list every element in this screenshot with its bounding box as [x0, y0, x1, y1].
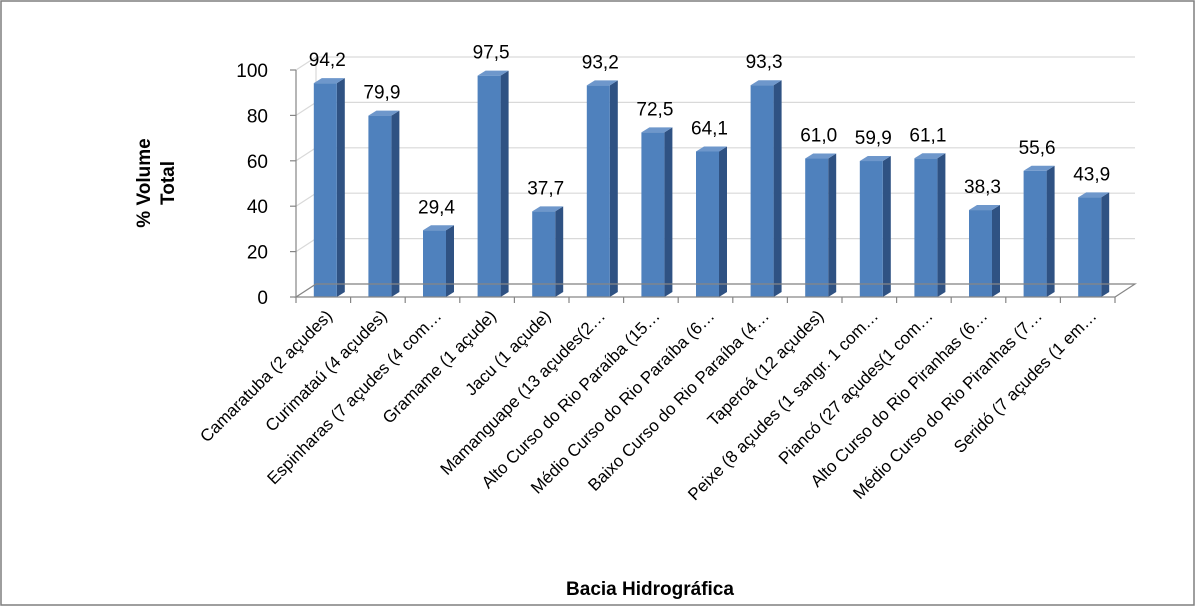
bar-top — [914, 153, 946, 159]
bar-top — [859, 156, 891, 162]
bar-side — [1046, 165, 1055, 297]
gridline-wall — [295, 238, 317, 253]
bar — [805, 153, 837, 297]
bar-side — [609, 80, 618, 297]
bar-top — [586, 80, 618, 86]
data-label: 93,3 — [746, 52, 783, 73]
bar-front — [586, 85, 610, 297]
bar — [368, 110, 400, 297]
bar — [1023, 165, 1055, 297]
data-label: 79,9 — [363, 83, 400, 104]
y-tick-label: 60 — [247, 152, 268, 173]
bar-top — [969, 205, 1000, 211]
bar-top — [641, 127, 673, 133]
gridline-wall — [295, 192, 317, 207]
gridline-wall — [295, 147, 317, 162]
bar-side — [391, 110, 400, 297]
bar — [423, 225, 454, 297]
bar — [641, 127, 673, 297]
data-label: 59,9 — [855, 128, 892, 149]
axes — [290, 69, 1138, 303]
data-label: 37,7 — [527, 178, 564, 199]
y-tick-label: 0 — [257, 288, 268, 309]
bar-front — [313, 83, 337, 297]
bar-front — [969, 210, 992, 297]
bar-side — [336, 78, 345, 297]
bar-top — [696, 146, 727, 152]
bar-front — [1078, 197, 1102, 297]
bar — [969, 205, 1000, 297]
bar-side — [446, 225, 454, 297]
bar — [532, 206, 564, 297]
y-tick-label: 100 — [236, 61, 268, 82]
bar-front — [805, 158, 829, 297]
data-label: 61,0 — [800, 126, 837, 147]
bar-front — [641, 132, 665, 297]
data-label: 61,1 — [909, 125, 946, 146]
bar-front — [750, 85, 774, 297]
data-label: 55,6 — [1019, 138, 1056, 159]
bar-top — [750, 80, 782, 86]
y-axis-title: % Volume Total — [134, 138, 179, 227]
bar — [696, 146, 727, 297]
bar-top — [1078, 192, 1110, 198]
bar-top — [477, 70, 509, 76]
bar-top — [313, 78, 345, 84]
bar-top — [368, 110, 400, 116]
bar-top — [532, 206, 564, 212]
y-tick-label: 40 — [247, 197, 268, 218]
gridline-wall — [295, 56, 317, 71]
y-axis-title-line: Total — [158, 161, 179, 205]
bar-side — [992, 205, 1000, 297]
data-label: 97,5 — [473, 43, 510, 64]
bar-top — [1023, 165, 1055, 171]
data-label: 93,2 — [582, 52, 619, 73]
gridline-wall — [295, 101, 317, 116]
data-label: 72,5 — [636, 99, 673, 120]
bar — [859, 156, 891, 297]
bar-side — [664, 127, 673, 297]
bar-front — [914, 158, 938, 297]
y-tick-label: 20 — [247, 243, 268, 264]
data-label: 94,2 — [309, 50, 346, 71]
x-axis-title: Bacia Hidrográfica — [566, 579, 734, 600]
bar — [750, 80, 782, 297]
bar-side — [882, 156, 891, 297]
bar-front — [859, 161, 883, 297]
data-label: 43,9 — [1073, 164, 1110, 185]
bar-front — [1023, 170, 1047, 297]
y-axis-title-line: % Volume — [134, 138, 155, 227]
bar — [313, 78, 345, 297]
bar-front — [532, 211, 556, 297]
bar-side — [555, 206, 564, 297]
bar-side — [500, 70, 509, 297]
bar-side — [773, 80, 782, 297]
bar — [914, 153, 946, 297]
bars — [313, 70, 1110, 297]
bar — [1078, 192, 1110, 297]
data-label: 29,4 — [418, 197, 455, 218]
bar — [586, 80, 618, 297]
bar-side — [937, 153, 946, 297]
bar-side — [1101, 192, 1110, 297]
bar-side — [828, 153, 837, 297]
data-label: 64,1 — [691, 118, 728, 139]
bar-front — [423, 230, 446, 297]
bar — [477, 70, 509, 297]
bar-front — [696, 151, 719, 297]
data-label: 38,3 — [964, 177, 1001, 198]
bar-front — [477, 75, 501, 297]
bar-front — [368, 115, 392, 297]
bar-top — [805, 153, 837, 159]
bar-top — [423, 225, 454, 231]
bar-side — [719, 146, 727, 297]
y-tick-label: 80 — [247, 106, 268, 127]
